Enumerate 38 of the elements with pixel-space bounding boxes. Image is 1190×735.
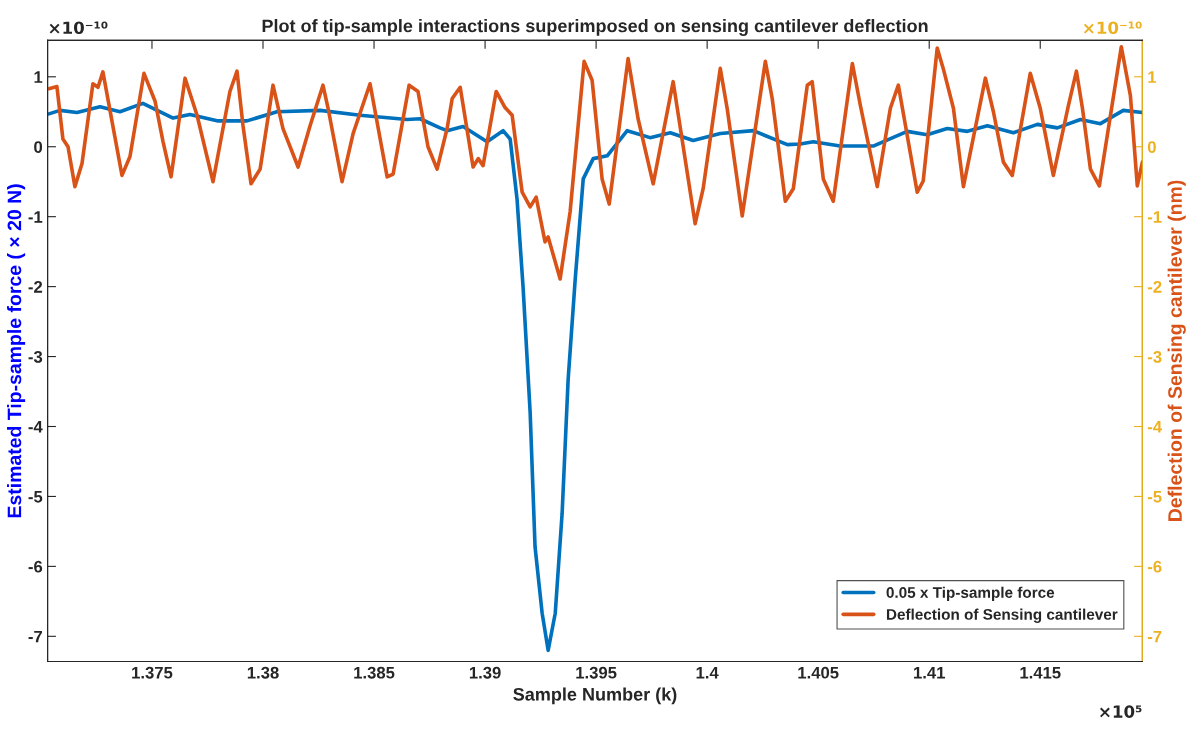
text: ×10⁻¹⁰ bbox=[49, 21, 108, 35]
text: ×10⁻¹⁰ bbox=[1083, 21, 1142, 35]
x-tick-label: 1.39 bbox=[469, 666, 501, 679]
y-tick-label: 0 bbox=[34, 141, 43, 153]
y-axis-title: Estimated Tip-sample force ( × 20 N) bbox=[7, 184, 26, 518]
x-tick-label: 1.41 bbox=[914, 666, 945, 679]
y-tick-label: -4 bbox=[28, 421, 43, 433]
y-tick-label: -5 bbox=[28, 491, 43, 503]
legend-label: Deflection of Sensing cantilever bbox=[886, 608, 1118, 623]
x-tick-label: 1.395 bbox=[576, 666, 617, 679]
y2-tick-label: 0 bbox=[1147, 141, 1156, 153]
y2-tick-label: 1 bbox=[1148, 71, 1157, 83]
x-axis-title: Sample Number (k) bbox=[513, 687, 677, 705]
y2-tick-label: -7 bbox=[1147, 630, 1162, 643]
x-tick-label: 1.4 bbox=[696, 666, 719, 679]
y2-tick-label: -1 bbox=[1147, 211, 1162, 223]
line-series bbox=[47, 101, 1143, 653]
y-tick-label: -7 bbox=[28, 630, 43, 643]
line-series bbox=[47, 44, 1143, 281]
x-tick-label: 1.415 bbox=[1020, 666, 1061, 679]
y2-axis-title: Deflection of Sensing cantilever (nm) bbox=[1167, 180, 1186, 521]
chart-title: Plot of tip-sample interactions superimposed on sensing cantilever deflection bbox=[262, 19, 928, 36]
y-tick-label: -1 bbox=[28, 211, 43, 223]
legend-label: 0.05 x Tip-sample force bbox=[886, 586, 1055, 601]
y-tick-label: -6 bbox=[28, 560, 43, 573]
y2-tick-label: -2 bbox=[1147, 281, 1162, 293]
y2-tick-label: -4 bbox=[1147, 421, 1162, 433]
x-tick-label: 1.375 bbox=[132, 666, 173, 679]
x-tick-label: 1.38 bbox=[247, 666, 279, 679]
y2-tick-label: -3 bbox=[1147, 350, 1162, 363]
x-tick-label: 1.385 bbox=[354, 666, 395, 679]
y2-tick-label: -5 bbox=[1147, 491, 1162, 503]
y2-tick-label: -6 bbox=[1147, 560, 1162, 573]
y-tick-label: 1 bbox=[34, 71, 43, 83]
y-tick-label: -3 bbox=[28, 350, 43, 363]
x-tick-label: 1.405 bbox=[798, 666, 839, 679]
text: ×10⁵ bbox=[1100, 705, 1142, 718]
y-tick-label: -2 bbox=[28, 281, 43, 293]
